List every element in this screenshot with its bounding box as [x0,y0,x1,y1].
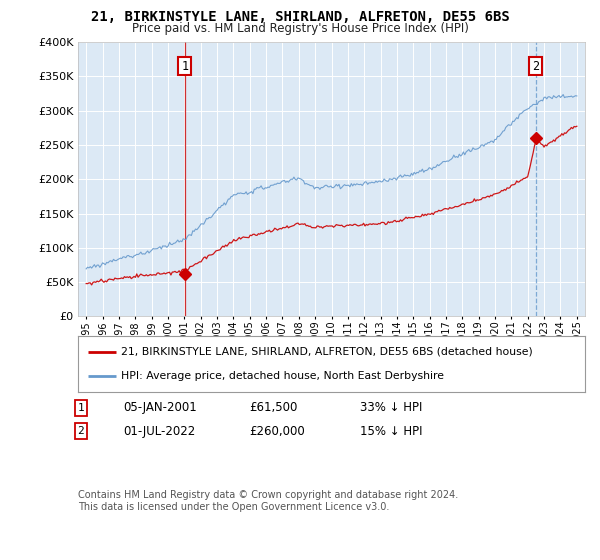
Text: 1: 1 [181,59,188,72]
Text: Price paid vs. HM Land Registry's House Price Index (HPI): Price paid vs. HM Land Registry's House … [131,22,469,35]
Text: 21, BIRKINSTYLE LANE, SHIRLAND, ALFRETON, DE55 6BS (detached house): 21, BIRKINSTYLE LANE, SHIRLAND, ALFRETON… [121,347,533,357]
Text: HPI: Average price, detached house, North East Derbyshire: HPI: Average price, detached house, Nort… [121,371,444,381]
Text: 15% ↓ HPI: 15% ↓ HPI [360,424,422,438]
Text: 2: 2 [77,426,85,436]
Text: 21, BIRKINSTYLE LANE, SHIRLAND, ALFRETON, DE55 6BS: 21, BIRKINSTYLE LANE, SHIRLAND, ALFRETON… [91,10,509,24]
Text: 05-JAN-2001: 05-JAN-2001 [123,401,197,414]
Text: £260,000: £260,000 [249,424,305,438]
Text: £61,500: £61,500 [249,401,298,414]
Text: 33% ↓ HPI: 33% ↓ HPI [360,401,422,414]
Text: 1: 1 [77,403,85,413]
Text: Contains HM Land Registry data © Crown copyright and database right 2024.
This d: Contains HM Land Registry data © Crown c… [78,490,458,512]
Text: 2: 2 [532,59,539,72]
Text: 01-JUL-2022: 01-JUL-2022 [123,424,195,438]
